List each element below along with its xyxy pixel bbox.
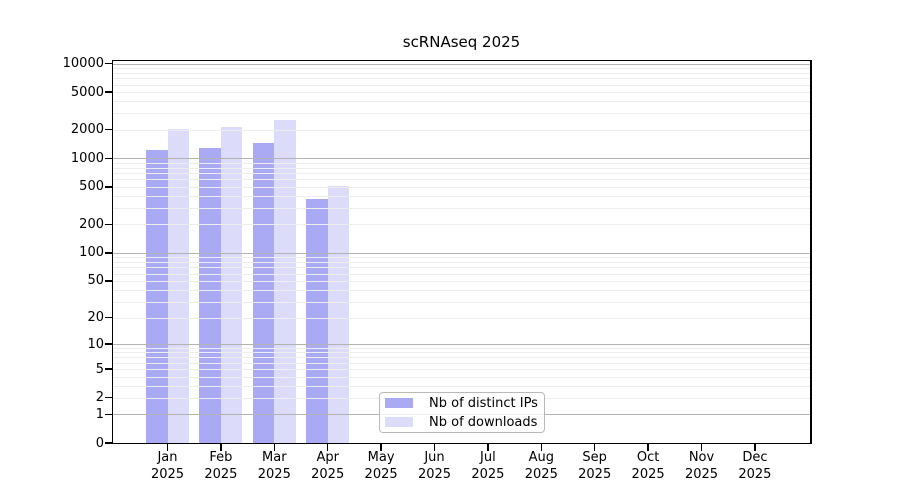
x-axis-month-label: Aug 2025 bbox=[524, 450, 558, 482]
bar-distinct-ips bbox=[306, 198, 328, 443]
x-axis-tick bbox=[594, 444, 596, 451]
y-axis-tick bbox=[105, 91, 112, 93]
y-axis-tick bbox=[105, 343, 112, 345]
legend-swatch-downloads bbox=[385, 417, 413, 427]
bar-downloads bbox=[327, 186, 350, 443]
y-axis-tick-label: 2 bbox=[95, 390, 104, 406]
x-axis-month-label: Mar 2025 bbox=[257, 450, 291, 482]
legend-entry-distinct-ips: Nb of distinct IPs bbox=[385, 395, 539, 411]
axis-spine-left bbox=[111, 59, 113, 444]
y-axis-tick bbox=[105, 368, 112, 370]
axis-spine-right bbox=[810, 59, 812, 444]
x-axis-month-label: Jan 2025 bbox=[150, 450, 185, 482]
y-axis-tick bbox=[105, 252, 112, 254]
x-axis-tick bbox=[647, 444, 649, 451]
x-axis-month-label: Oct 2025 bbox=[631, 450, 665, 482]
y-axis-tick-label: 2000 bbox=[70, 122, 104, 138]
legend-label-distinct-ips: Nb of distinct IPs bbox=[429, 395, 538, 411]
x-axis-tick bbox=[327, 444, 329, 451]
x-axis-tick bbox=[273, 444, 275, 451]
y-axis-tick-label: 100 bbox=[79, 245, 104, 261]
y-axis-tick bbox=[105, 413, 112, 416]
y-axis-tick-label: 0 bbox=[95, 435, 104, 451]
y-axis-tick-label: 10000 bbox=[62, 56, 104, 71]
gridline-minor bbox=[113, 129, 810, 131]
bar-downloads bbox=[167, 129, 189, 443]
x-axis-tick bbox=[700, 444, 703, 451]
gridline-minor bbox=[113, 92, 810, 94]
x-axis-month-label: Feb 2025 bbox=[204, 450, 238, 482]
bar-distinct-ips bbox=[252, 142, 275, 443]
bar-downloads bbox=[220, 126, 243, 443]
y-axis-tick bbox=[105, 280, 112, 282]
y-axis-tick-label: 200 bbox=[79, 216, 104, 232]
y-axis-tick bbox=[105, 316, 112, 319]
axis-spine-top bbox=[111, 59, 812, 61]
x-axis-tick bbox=[754, 444, 756, 451]
x-axis-tick bbox=[540, 444, 542, 451]
x-axis-month-label: Jun 2025 bbox=[417, 450, 452, 482]
chart-title: scRNAseq 2025 bbox=[402, 33, 521, 51]
gridline-minor bbox=[113, 113, 810, 115]
legend-label-downloads: Nb of downloads bbox=[429, 414, 538, 430]
y-axis-tick-label: 5000 bbox=[70, 84, 104, 100]
y-axis-tick bbox=[105, 62, 112, 65]
legend-entry-downloads: Nb of downloads bbox=[385, 414, 539, 430]
gridline-minor bbox=[113, 78, 810, 80]
x-axis-tick bbox=[487, 444, 489, 451]
x-axis-month-label: May 2025 bbox=[364, 450, 398, 482]
plot-area bbox=[113, 61, 810, 443]
y-axis-tick-label: 50 bbox=[87, 273, 104, 289]
x-axis-tick bbox=[433, 444, 436, 451]
x-axis-month-label: Jul 2025 bbox=[471, 450, 505, 482]
y-axis-tick-label: 1 bbox=[95, 406, 104, 422]
y-axis-tick-label: 10 bbox=[87, 336, 104, 352]
x-axis-month-label: Apr 2025 bbox=[311, 450, 345, 482]
y-axis-tick bbox=[105, 223, 112, 226]
y-axis-tick-label: 20 bbox=[87, 310, 104, 326]
gridline-minor bbox=[113, 67, 810, 69]
y-axis-tick bbox=[105, 186, 112, 188]
y-axis-tick-label: 500 bbox=[79, 179, 104, 195]
y-axis-tick bbox=[105, 129, 112, 131]
bar-distinct-ips bbox=[146, 149, 168, 443]
gridline-minor bbox=[113, 101, 810, 103]
x-axis-month-label: Sep 2025 bbox=[578, 450, 612, 482]
legend: Nb of distinct IPs Nb of downloads bbox=[379, 392, 545, 433]
gridline-major bbox=[113, 63, 810, 65]
axis-spine-bottom bbox=[111, 442, 812, 444]
x-axis-tick bbox=[380, 444, 382, 451]
gridline-minor bbox=[113, 72, 810, 74]
x-axis-tick bbox=[220, 444, 222, 451]
bar-distinct-ips bbox=[199, 148, 221, 443]
gridline-minor bbox=[113, 84, 810, 86]
bar-downloads bbox=[274, 119, 296, 443]
y-axis-tick bbox=[105, 157, 112, 160]
y-axis-tick bbox=[105, 397, 112, 399]
y-axis-tick-label: 1000 bbox=[70, 150, 104, 166]
y-axis-tick-label: 5 bbox=[95, 361, 104, 377]
x-axis-month-label: Nov 2025 bbox=[684, 450, 719, 482]
y-axis-tick bbox=[105, 442, 112, 444]
x-axis-tick bbox=[166, 444, 169, 451]
x-axis-month-label: Dec 2025 bbox=[738, 450, 772, 482]
legend-swatch-distinct-ips bbox=[385, 398, 413, 408]
